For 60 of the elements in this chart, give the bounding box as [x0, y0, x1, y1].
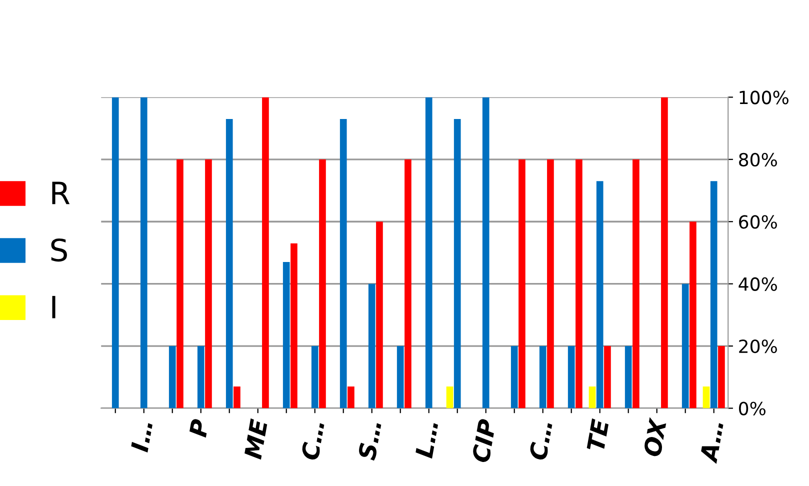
- bar: [632, 159, 640, 408]
- bar: [482, 97, 490, 408]
- bar: [311, 346, 318, 408]
- bar: [234, 386, 240, 408]
- bar: [576, 159, 582, 408]
- bar: [404, 159, 412, 408]
- x-tick-label: P: [188, 418, 209, 438]
- bar: [702, 386, 710, 408]
- bar: [588, 386, 596, 408]
- bar: [690, 222, 696, 408]
- bar: [319, 159, 326, 408]
- bar: [682, 284, 689, 408]
- y-tick-label: 100%: [740, 90, 788, 104]
- y-tick-label: 20%: [739, 339, 777, 354]
- bar: [604, 346, 611, 408]
- bar: [510, 346, 518, 408]
- x-tick-label: OX: [642, 417, 668, 458]
- x-tick-label: L…: [415, 420, 438, 459]
- x-tick-label: A…: [699, 420, 724, 464]
- bar: [539, 346, 546, 408]
- bar: [112, 97, 119, 408]
- legend-label: I: [52, 296, 56, 318]
- bar: [262, 97, 269, 408]
- bar: [547, 159, 554, 408]
- y-tick-label: 60%: [739, 215, 777, 229]
- bar: [197, 346, 204, 408]
- x-tick-label: C…: [528, 420, 553, 461]
- bar: [624, 346, 632, 408]
- bar: [376, 222, 383, 408]
- y-tick-label: 0%: [739, 402, 766, 416]
- y-tick-label: 40%: [738, 277, 777, 291]
- bar: [168, 346, 176, 408]
- bar: [661, 97, 668, 408]
- bar: [710, 181, 718, 408]
- bar: [176, 159, 184, 408]
- x-tick-label: TE: [586, 418, 610, 452]
- bar: [425, 97, 432, 408]
- bar: [368, 284, 376, 408]
- x-tick-label: S…: [358, 420, 382, 461]
- bar: [140, 97, 148, 408]
- bar: [454, 118, 461, 408]
- x-tick-label: I…: [130, 420, 153, 452]
- legend-label: S: [51, 238, 67, 262]
- bar: [348, 386, 354, 408]
- bar: [290, 243, 298, 408]
- bar: [568, 346, 575, 408]
- x-tick-label: C…: [300, 420, 325, 461]
- bar: [396, 346, 404, 408]
- x-tick-label: CIP: [471, 418, 496, 464]
- bar: [446, 386, 454, 408]
- bar: [226, 118, 233, 408]
- bar: [518, 159, 526, 408]
- y-tick-label: 80%: [739, 152, 777, 167]
- bar: [718, 346, 725, 408]
- bar: [596, 181, 604, 408]
- legend-label: R: [52, 182, 70, 204]
- bar: [340, 118, 347, 408]
- x-tick-label: ME: [244, 418, 268, 460]
- bar: [282, 262, 290, 408]
- bar: [205, 159, 212, 408]
